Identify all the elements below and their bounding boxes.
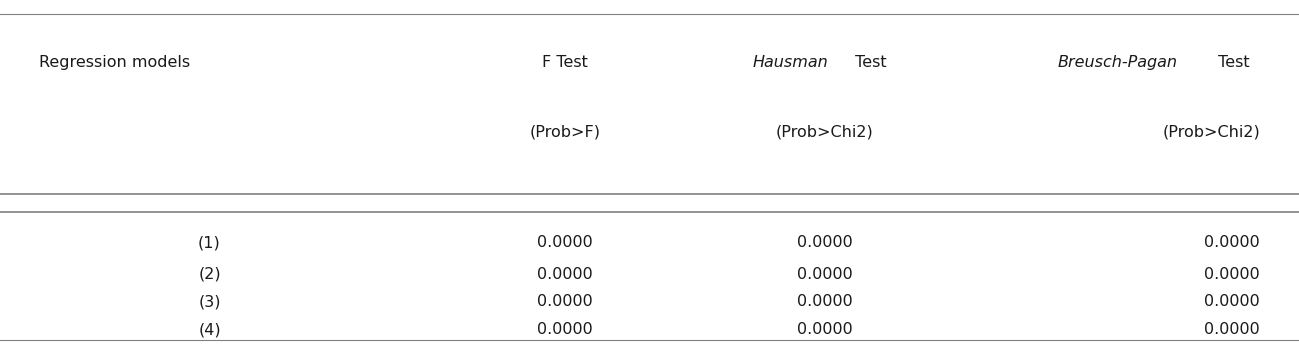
Text: Test: Test [1213,55,1250,70]
Text: 0.0000: 0.0000 [798,266,852,282]
Text: 0.0000: 0.0000 [538,322,592,337]
Text: (Prob>F): (Prob>F) [530,124,600,139]
Text: 0.0000: 0.0000 [1204,235,1260,251]
Text: 0.0000: 0.0000 [1204,322,1260,337]
Text: F Test: F Test [542,55,588,70]
Text: Breusch-Pagan: Breusch-Pagan [1057,55,1178,70]
Text: 0.0000: 0.0000 [1204,266,1260,282]
Text: (1): (1) [197,235,221,251]
Text: 0.0000: 0.0000 [798,294,852,310]
Text: 0.0000: 0.0000 [538,294,592,310]
Text: Hausman: Hausman [752,55,829,70]
Text: 0.0000: 0.0000 [538,235,592,251]
Text: Regression models: Regression models [39,55,190,70]
Text: 0.0000: 0.0000 [1204,294,1260,310]
Text: (Prob>Chi2): (Prob>Chi2) [776,124,874,139]
Text: 0.0000: 0.0000 [798,235,852,251]
Text: (2): (2) [199,266,221,282]
Text: (3): (3) [199,294,221,310]
Text: 0.0000: 0.0000 [538,266,592,282]
Text: (4): (4) [199,322,221,337]
Text: (Prob>Chi2): (Prob>Chi2) [1163,124,1260,139]
Text: 0.0000: 0.0000 [798,322,852,337]
Text: Test: Test [850,55,887,70]
